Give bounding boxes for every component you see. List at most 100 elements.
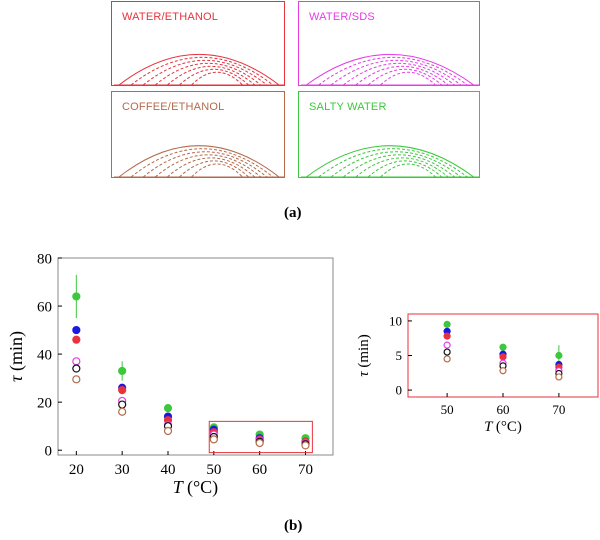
droplet-profiles (114, 53, 284, 86)
profile-arc (305, 53, 475, 86)
y-tick-label: 60 (37, 299, 52, 315)
x-tick-label: 70 (298, 462, 313, 478)
y-tick-label: 20 (37, 395, 52, 411)
x-tick-label: 50 (206, 462, 221, 478)
caption-b: (b) (284, 518, 303, 534)
y-tick-label: 5 (396, 348, 403, 363)
panel-water-sds: WATER/SDS (298, 1, 480, 86)
y-axis-unit: (min) (356, 334, 372, 367)
data-point (443, 320, 451, 328)
panel-title: WATER/SDS (309, 11, 375, 23)
panel-coffee-ethanol: COFFEE/ETHANOL (111, 91, 285, 178)
panel-water-ethanol: WATER/ETHANOL (111, 1, 285, 86)
profile-arc (191, 71, 243, 86)
data-point (301, 441, 310, 450)
data-point (72, 292, 81, 301)
data-point (255, 438, 264, 448)
data-point (443, 332, 451, 340)
y-tick-label: 10 (389, 313, 402, 328)
y-axis-var: τ (6, 371, 26, 382)
x-tick-label: 20 (69, 462, 84, 478)
profile-arc (318, 56, 468, 86)
main-chart: 0 20 40 60 80 20 30 40 50 60 70 T (°C) τ (min) (6, 251, 334, 498)
profile-arc (380, 163, 436, 178)
data-point (443, 341, 451, 349)
x-axis-label: T (°C) (173, 477, 218, 498)
y-axis-var: τ (356, 368, 372, 377)
data-point (118, 407, 127, 416)
profile-arc (355, 157, 449, 178)
profile-arc (367, 160, 443, 178)
data-point (555, 373, 563, 381)
profile-arc (380, 71, 436, 86)
profile-arc (142, 59, 268, 86)
profile-arc (154, 62, 262, 86)
panel-salty-water: SALTY WATER (298, 91, 480, 178)
x-tick-label: 50 (441, 402, 454, 417)
data-point (163, 404, 173, 413)
panel-title: COFFEE/ETHANOL (122, 101, 225, 113)
data-point (118, 366, 127, 376)
y-axis-label: τ (min) (356, 334, 372, 376)
x-tick-label: 70 (552, 402, 565, 417)
caption-a: (a) (284, 205, 302, 221)
y-tick-label: 40 (37, 347, 52, 363)
droplet-profiles (301, 145, 479, 178)
profile-arc (166, 157, 256, 178)
profile-arc (305, 145, 475, 178)
data-point (72, 357, 81, 366)
profile-arc (367, 68, 443, 86)
data-point (118, 400, 127, 409)
profile-arc (130, 57, 274, 86)
profile-arc (130, 148, 274, 178)
x-axis-var: T (173, 477, 187, 497)
panel-title: SALTY WATER (309, 101, 387, 113)
profile-arc (330, 151, 462, 178)
data-point (72, 375, 81, 384)
profile-arc (343, 62, 455, 86)
plot-frame (57, 257, 334, 456)
profile-arc (118, 53, 280, 86)
data-point (499, 367, 507, 375)
y-tick-label: 0 (45, 443, 53, 459)
x-tick-label: 60 (252, 462, 267, 478)
data-point (443, 355, 451, 363)
profile-arc (191, 163, 243, 178)
x-axis-label: T (°C) (484, 419, 522, 435)
y-tick-label: 80 (37, 251, 52, 267)
profile-arc (179, 160, 249, 178)
profile-arc (154, 154, 262, 178)
x-axis-unit: (°C) (187, 477, 218, 498)
profile-arc (343, 154, 455, 178)
data-point (163, 426, 173, 436)
y-tick-label: 0 (396, 383, 403, 398)
droplet-profiles (114, 145, 284, 178)
data-point (555, 351, 563, 360)
y-axis-label: τ (min) (6, 331, 27, 382)
x-tick-label: 30 (115, 462, 130, 478)
profile-arc (330, 59, 462, 86)
data-point (72, 325, 81, 335)
x-axis-var: T (484, 419, 496, 435)
data-point (209, 435, 218, 444)
data-point (499, 353, 507, 361)
data-point (72, 335, 81, 344)
x-tick-label: 60 (497, 402, 510, 417)
data-point (72, 364, 81, 373)
profile-arc (355, 65, 449, 86)
droplet-profiles (301, 53, 479, 86)
zoom-highlight-box (208, 420, 313, 454)
inset-chart: 0 5 10 50 60 70 T (°C) τ (min) (356, 313, 599, 435)
x-tick-label: 40 (161, 462, 176, 478)
data-point (443, 348, 451, 356)
profile-arc (142, 151, 268, 178)
profile-arc (318, 148, 468, 178)
profile-arc (118, 145, 280, 178)
data-point (118, 386, 127, 395)
panel-title: WATER/ETHANOL (122, 11, 219, 23)
y-axis-unit: (min) (6, 331, 27, 371)
profile-arc (166, 65, 256, 86)
data-point (499, 343, 507, 351)
x-axis-unit: (°C) (496, 419, 522, 435)
profile-arc (179, 68, 249, 86)
